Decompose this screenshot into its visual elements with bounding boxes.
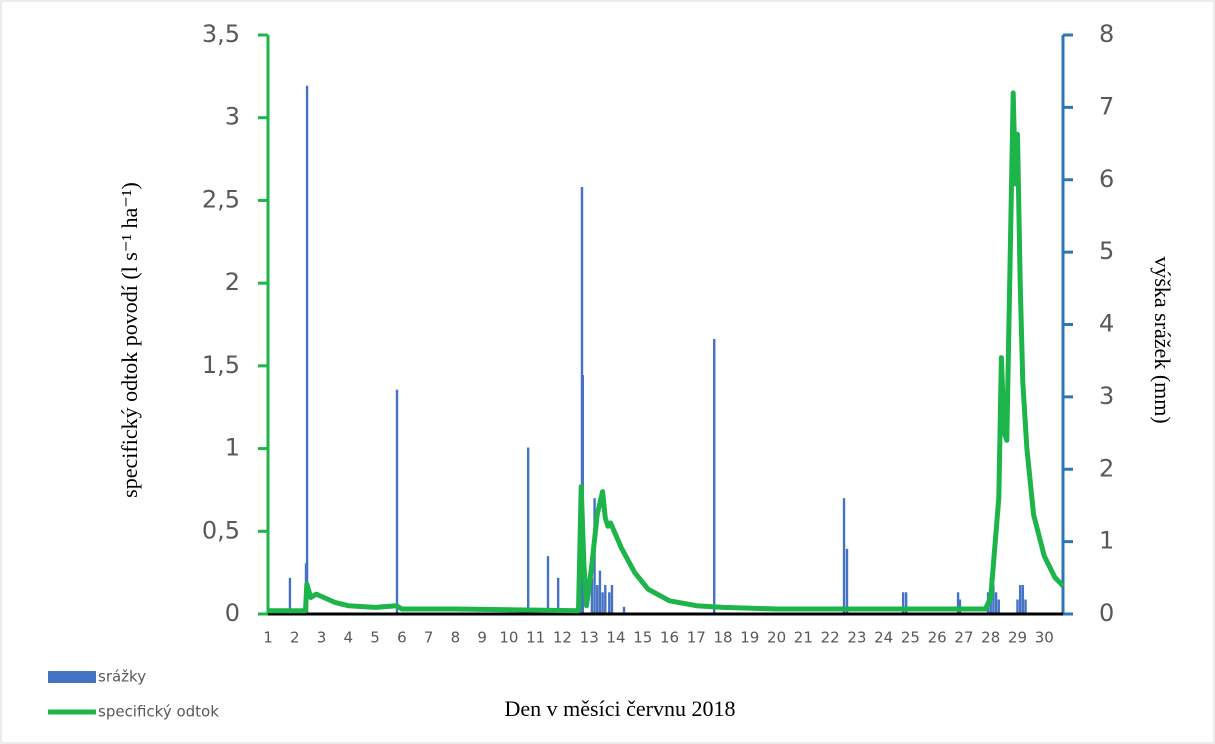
y-tick-label: 3 (225, 103, 240, 131)
bar (997, 599, 1000, 614)
x-tick-label: 8 (451, 629, 461, 647)
y-tick-label: 2 (225, 268, 240, 296)
x-tick-label: 17 (687, 629, 706, 647)
bar (842, 498, 846, 614)
bar (1016, 599, 1019, 614)
x-tick-label: 9 (477, 629, 487, 647)
bar (608, 592, 611, 614)
bar (1021, 585, 1025, 614)
bar (526, 447, 530, 614)
legend-label: srážky (98, 668, 146, 686)
y-axis-label: specifický odtok povodí (l s⁻¹ ha⁻¹) (117, 182, 142, 498)
bar (622, 606, 626, 614)
x-tick-label: 26 (928, 629, 947, 647)
bar (546, 556, 550, 614)
legend-swatch (48, 671, 96, 683)
y-tick-label: 2,5 (202, 185, 240, 213)
bar (992, 585, 995, 614)
x-tick-label: 2 (290, 629, 300, 647)
x-tick-label: 16 (660, 629, 679, 647)
y-tick-label: 1,5 (202, 351, 240, 379)
x-tick-label: 24 (874, 629, 893, 647)
y-tick-label: 0 (225, 599, 240, 627)
x-tick-label: 10 (499, 629, 518, 647)
x-tick-label: 12 (553, 629, 572, 647)
y2-tick-label: 6 (1099, 165, 1114, 193)
x-tick-label: 11 (526, 629, 545, 647)
bar (901, 592, 905, 614)
x-tick-label: 3 (317, 629, 327, 647)
bar (395, 389, 399, 614)
legend-label: specifický odtok (98, 703, 219, 721)
bar (610, 585, 614, 614)
line (268, 90, 1065, 614)
x-tick-label: 25 (901, 629, 920, 647)
bar (556, 577, 560, 614)
y2-tick-label: 1 (1099, 527, 1114, 555)
x-tick-label: 6 (397, 629, 407, 647)
bar (1018, 585, 1022, 614)
y-tick-label: 0,5 (202, 516, 240, 544)
x-tick-label: 13 (580, 629, 599, 647)
bar (305, 85, 309, 615)
x-tick-label: 14 (606, 629, 625, 647)
x-tick-label: 21 (794, 629, 813, 647)
x-tick-label: 4 (344, 629, 354, 647)
y2-tick-label: 5 (1099, 237, 1114, 265)
x-tick-label: 1 (263, 629, 273, 647)
bar (956, 592, 960, 614)
bar (604, 585, 607, 614)
x-tick-label: 7 (424, 629, 434, 647)
x-tick-label: 5 (370, 629, 380, 647)
x-tick-label: 20 (767, 629, 786, 647)
y2-tick-label: 4 (1099, 310, 1114, 338)
x-tick-label: 28 (981, 629, 1000, 647)
x-tick-label: 18 (714, 629, 733, 647)
x-axis-label: Den v měsíci červnu 2018 (505, 696, 736, 721)
y2-tick-label: 2 (1099, 454, 1114, 482)
y2-tick-label: 8 (1099, 20, 1114, 48)
bar (590, 577, 594, 614)
x-tick-label: 27 (954, 629, 973, 647)
bar (596, 585, 599, 614)
x-tick-label: 22 (821, 629, 840, 647)
y-tick-label: 3,5 (202, 20, 240, 48)
y2-axis-label: výška srážek (mm) (1150, 256, 1175, 423)
bar (994, 592, 998, 614)
bar (1024, 599, 1027, 614)
bar (598, 570, 602, 614)
y2-tick-label: 7 (1099, 92, 1114, 120)
bar (904, 592, 908, 614)
x-tick-label: 23 (847, 629, 866, 647)
x-tick-label: 29 (1008, 629, 1027, 647)
x-tick-label: 30 (1035, 629, 1054, 647)
bar (288, 577, 292, 614)
bar (845, 548, 849, 614)
x-tick-label: 19 (740, 629, 759, 647)
x-tick-label: 15 (633, 629, 652, 647)
y2-tick-label: 3 (1099, 382, 1114, 410)
bar (713, 338, 716, 614)
y-tick-label: 1 (225, 434, 240, 462)
y2-tick-label: 0 (1099, 599, 1114, 627)
bar (601, 592, 604, 614)
